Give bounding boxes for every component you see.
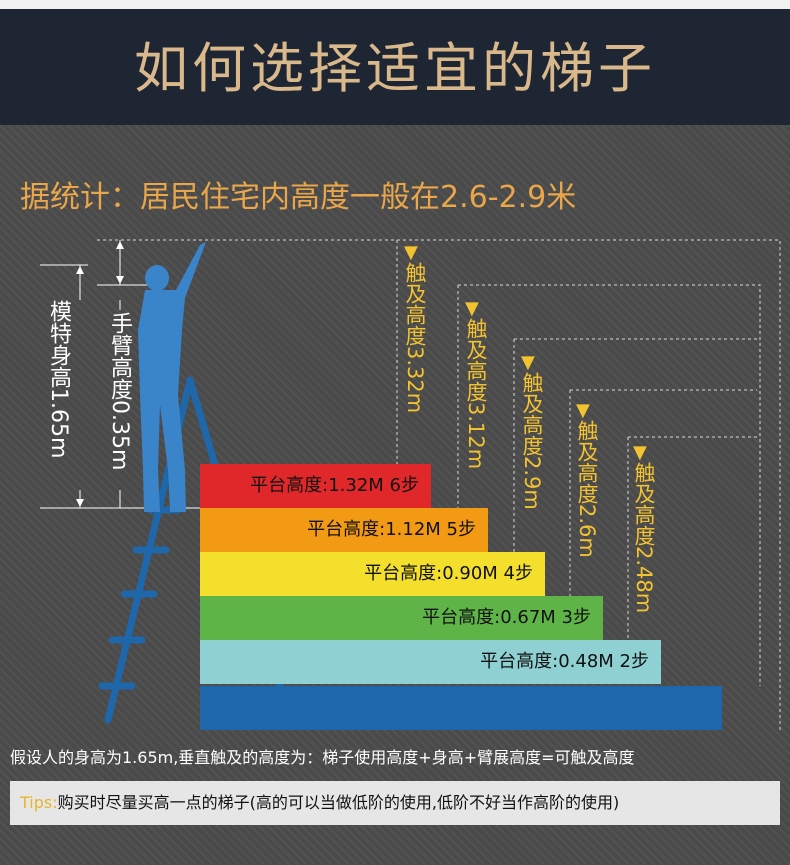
footnote: 假设人的身高为1.65m,垂直触及的高度为：梯子使用高度+身高+臂展高度=可触及…: [10, 748, 635, 767]
arm-height-label: 手臂高度0.35m: [107, 312, 132, 471]
tips-label: Tips:: [20, 793, 58, 812]
down-arrow-icon: ▼: [521, 352, 535, 373]
header-banner: [0, 0, 790, 125]
reach-item-1: ▼ 触及高度3.32m: [403, 242, 427, 414]
platform-step-3: 平台高度:0.67M 3步: [200, 596, 603, 640]
down-arrow-icon: ▼: [404, 242, 418, 263]
platform-step-2: 平台高度:0.48M 2步: [200, 640, 661, 684]
reach-guide-2: [458, 284, 761, 686]
person-icon: [138, 242, 206, 512]
platform-step-4: 平台高度:0.90M 4步: [200, 552, 545, 596]
down-arrow-icon: ▼: [576, 400, 590, 421]
reach-item-2: ▼ 触及高度3.12m: [464, 298, 488, 470]
statistic-line: 据统计：居民住宅内高度一般在2.6-2.9米: [20, 180, 577, 215]
down-arrow-icon: ▼: [633, 442, 647, 463]
platform-base: [200, 686, 722, 730]
reach-item-4: ▼ 触及高度2.6m: [575, 400, 599, 558]
page-title: 如何选择适宜的梯子: [134, 37, 656, 100]
tips-text: 购买时尽量买高一点的梯子(高的可以当做低阶的使用,低阶不好当作高阶的使用): [57, 793, 620, 812]
reach-item-3: ▼ 触及高度2.9m: [520, 352, 544, 510]
platform-step-6: 平台高度:1.32M 6步: [200, 464, 431, 508]
model-height-label: 模特身高1.65m: [46, 300, 71, 459]
reach-item-5: ▼ 触及高度2.48m: [632, 442, 656, 614]
down-arrow-icon: ▼: [465, 298, 479, 319]
reach-guide-1: [97, 239, 781, 732]
platform-step-5: 平台高度:1.12M 5步: [200, 508, 488, 552]
tips-bar: Tips:购买时尽量买高一点的梯子(高的可以当做低阶的使用,低阶不好当作高阶的使…: [10, 781, 780, 825]
